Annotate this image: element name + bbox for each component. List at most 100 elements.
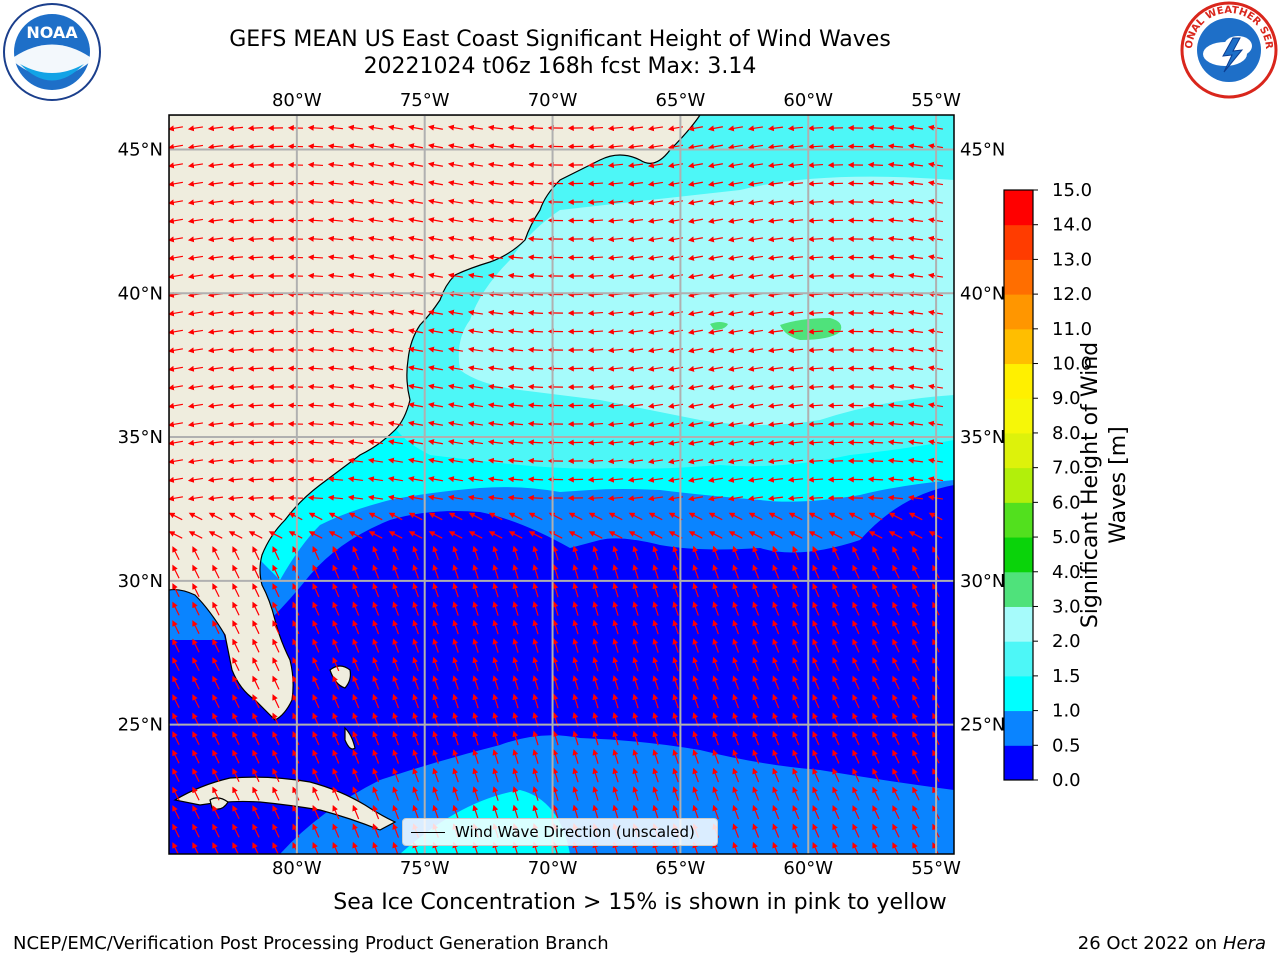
wave-direction-arrow	[367, 494, 384, 501]
wave-direction-arrow	[727, 199, 744, 206]
lat-tick-label: 35°N	[960, 427, 1005, 448]
wave-direction-arrow	[307, 309, 324, 316]
wave-direction-arrow	[587, 273, 604, 280]
wave-direction-arrow	[612, 564, 619, 579]
wave-direction-arrow	[607, 143, 624, 150]
wave-direction-arrow	[867, 457, 884, 464]
wave-direction-arrow	[587, 310, 604, 317]
wave-direction-arrow	[187, 180, 204, 187]
wave-direction-arrow	[169, 217, 184, 224]
wave-direction-arrow	[507, 272, 524, 279]
wave-direction-arrow	[727, 495, 744, 502]
wave-direction-arrow	[748, 512, 763, 521]
wave-direction-arrow	[768, 512, 783, 521]
wave-direction-arrow	[867, 124, 884, 131]
colorbar-bin	[1004, 571, 1033, 607]
colorbar-tick-label: 0.0	[1052, 770, 1081, 791]
wave-direction-arrow	[688, 512, 703, 521]
wave-direction-arrow	[187, 421, 204, 428]
wave-direction-arrow	[508, 531, 523, 539]
wave-direction-arrow	[772, 564, 780, 579]
wave-direction-arrow	[532, 601, 539, 616]
wave-direction-arrow	[807, 273, 824, 280]
lon-tick-label: 55°W	[911, 90, 961, 111]
wave-direction-arrow	[327, 217, 344, 224]
wave-direction-arrow	[507, 328, 524, 335]
wave-direction-arrow	[367, 143, 384, 150]
wave-direction-arrow	[388, 531, 403, 539]
wave-direction-arrow	[807, 143, 824, 150]
wave-direction-arrow	[687, 143, 703, 150]
wave-direction-arrow	[247, 476, 264, 483]
wave-direction-arrow	[347, 457, 364, 464]
wave-direction-arrow	[372, 564, 380, 579]
wave-direction-arrow	[492, 582, 499, 598]
wave-direction-arrow	[552, 564, 559, 579]
wave-direction-arrow	[347, 402, 364, 409]
wave-direction-arrow	[532, 564, 539, 579]
footer-date: 26 Oct 2022 on Hera	[1078, 933, 1266, 954]
wave-direction-arrow	[452, 545, 459, 561]
wave-direction-arrow	[812, 601, 820, 616]
wave-direction-arrow	[727, 328, 744, 335]
lon-tick-label: 80°W	[272, 858, 322, 879]
lon-tick-label: 75°W	[400, 90, 450, 111]
wave-direction-arrow	[407, 494, 423, 501]
wave-direction-arrow	[747, 254, 764, 261]
wave-direction-arrow	[687, 421, 703, 428]
wave-direction-arrow	[772, 582, 780, 598]
wave-direction-arrow	[367, 402, 384, 409]
wave-direction-arrow	[687, 476, 703, 483]
wave-direction-arrow	[427, 365, 443, 372]
colorbar-tick-label: 0.5	[1052, 735, 1081, 756]
lon-tick-label: 55°W	[911, 858, 961, 879]
wave-direction-arrow	[307, 161, 324, 168]
wave-direction-arrow	[487, 346, 504, 353]
wave-direction-arrow	[607, 365, 624, 372]
wave-direction-arrow	[707, 310, 723, 317]
wave-direction-arrow	[788, 512, 803, 521]
wave-direction-arrow	[408, 531, 423, 539]
wave-direction-arrow	[867, 309, 884, 316]
wave-direction-arrow	[367, 383, 384, 390]
footer-date-text: 26 Oct 2022 on	[1077, 933, 1218, 954]
wave-direction-arrow	[247, 310, 264, 317]
colorbar-tick-label: 2.0	[1052, 631, 1081, 652]
wave-direction-arrow	[767, 402, 784, 409]
wave-direction-arrow	[767, 458, 784, 465]
wave-direction-arrow	[169, 143, 184, 150]
lon-tick-label: 65°W	[656, 858, 706, 879]
wave-direction-arrow	[832, 546, 840, 561]
wave-direction-arrow	[247, 273, 264, 280]
wave-direction-arrow	[647, 273, 664, 280]
lon-tick-label: 75°W	[400, 858, 450, 879]
wave-direction-arrow	[868, 512, 883, 521]
wave-direction-arrow	[169, 125, 184, 132]
wave-direction-arrow	[427, 198, 443, 205]
wave-direction-arrow	[527, 235, 544, 242]
wave-direction-arrow	[807, 180, 824, 187]
wave-direction-arrow	[247, 458, 264, 465]
wave-direction-arrow	[848, 531, 863, 539]
wave-direction-arrow	[747, 495, 764, 502]
wave-direction-arrow	[627, 143, 644, 150]
wave-direction-arrow	[852, 583, 860, 598]
wave-direction-arrow	[907, 402, 924, 409]
wave-direction-arrow	[587, 143, 604, 150]
wave-direction-arrow	[207, 421, 224, 428]
wave-direction-arrow	[447, 494, 464, 501]
wave-direction-arrow	[227, 125, 244, 132]
wave-direction-arrow	[347, 235, 364, 242]
colorbar-tick-label: 12.0	[1052, 284, 1092, 305]
colorbar-bin	[1004, 224, 1033, 260]
wave-direction-arrow	[247, 162, 264, 169]
wave-direction-arrow	[492, 601, 499, 616]
wave-direction-arrow	[172, 583, 180, 598]
wave-direction-arrow	[907, 272, 924, 279]
wave-direction-arrow	[527, 143, 544, 150]
wave-direction-arrow	[169, 384, 184, 391]
wave-direction-arrow	[587, 162, 604, 169]
wave-direction-arrow	[607, 236, 624, 243]
wave-direction-arrow	[387, 143, 403, 150]
wave-direction-arrow	[632, 582, 639, 598]
